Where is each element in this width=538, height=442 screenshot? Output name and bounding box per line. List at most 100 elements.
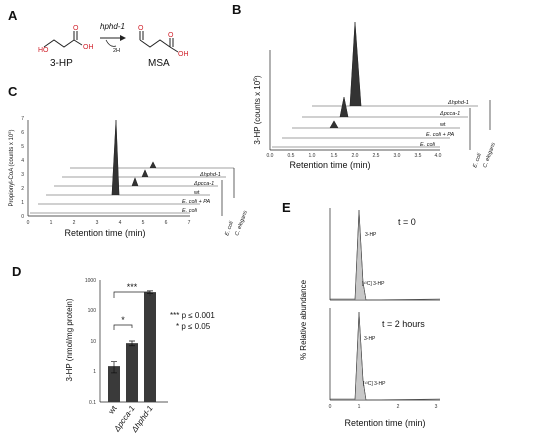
d-sig-2: * <box>121 315 125 325</box>
panel-d-label: D <box>12 264 21 279</box>
panel-c-label: C <box>8 84 18 99</box>
error-bar-1 <box>129 340 135 347</box>
svg-text:OH: OH <box>178 51 189 58</box>
svg-text:O: O <box>73 25 79 32</box>
svg-text:E. coli + PA: E. coli + PA <box>182 199 211 205</box>
c-trace-labels: Δhphd-1 Δpcca-1 wt E. coli + PA E. coli <box>182 172 221 214</box>
svg-text:2: 2 <box>73 220 76 226</box>
e-time-1: t = 0 <box>398 217 416 227</box>
molecule-3hp <box>43 31 83 48</box>
substrate-label: 3-HP <box>50 58 73 69</box>
category-label-0: wt <box>106 403 119 416</box>
svg-text:E. coli: E. coli <box>420 142 436 148</box>
svg-text:6: 6 <box>165 220 168 226</box>
d-legend-2: * p ≤ 0.05 <box>176 322 211 331</box>
d-significance <box>113 291 151 330</box>
d-legend-1: *** p ≤ 0.001 <box>170 311 215 320</box>
svg-text:1000: 1000 <box>85 278 96 284</box>
svg-text:Δpcca-1: Δpcca-1 <box>439 111 460 117</box>
c-xlabel: Retention time (min) <box>64 228 145 238</box>
d-sig-1: *** <box>127 282 138 292</box>
svg-text:1.5: 1.5 <box>331 153 338 159</box>
svg-text:3.5: 3.5 <box>415 153 422 159</box>
svg-text:5: 5 <box>142 220 145 226</box>
svg-text:wt: wt <box>193 190 200 196</box>
error-bar-0 <box>111 361 117 374</box>
svg-text:0.0: 0.0 <box>267 153 274 159</box>
product-label: MSA <box>148 58 170 69</box>
svg-text:1: 1 <box>93 369 96 375</box>
svg-text:3: 3 <box>21 172 24 178</box>
e-iso-label-2: [¹³C] 3-HP <box>363 381 386 387</box>
svg-text:0.1: 0.1 <box>89 400 96 406</box>
panel-b: B 3-HP (counts x 105) 0.0 0.5 1.0 1.5 2.… <box>232 2 497 170</box>
svg-text:1: 1 <box>21 200 24 206</box>
panel-d: D 3-HP (nmol/mg protein) 0.1 1 10 100 10… <box>12 264 215 435</box>
panel-a: A HO O OH 3-HP hphd-1 2H O O OH MSA <box>8 8 189 69</box>
c-ylabel: Propionyl-CoA (counts x 10 <box>9 133 15 206</box>
b-trace-labels: Δhphd-1 Δpcca-1 wt E. coli + PA E. coli <box>420 100 469 148</box>
panel-e: E % Relative abundance 3-HP [¹³C] 3-HP t… <box>282 200 441 428</box>
bar-0 <box>108 366 120 402</box>
e-xlabel: Retention time (min) <box>344 418 425 428</box>
svg-text:O: O <box>138 25 144 32</box>
b-traces <box>272 21 478 148</box>
b-ylabel: 3-HP (counts x 10 <box>253 80 262 144</box>
svg-text:1: 1 <box>50 220 53 226</box>
panel-a-label: A <box>8 8 18 23</box>
e-x-ticks: 0 1 2 3 <box>329 404 438 410</box>
d-ylabel: 3-HP (nmol/mg protein) <box>65 298 74 381</box>
svg-text:O: O <box>168 32 174 39</box>
bar-2 <box>144 292 156 402</box>
svg-text:100: 100 <box>88 308 97 314</box>
svg-text:Δpcca-1: Δpcca-1 <box>193 181 214 187</box>
bar-1 <box>126 343 138 402</box>
svg-text:6: 6 <box>21 130 24 136</box>
svg-text:Propionyl-CoA (counts x 105): Propionyl-CoA (counts x 105) <box>7 130 15 207</box>
svg-text:HO: HO <box>38 47 49 54</box>
d-y-ticks: 0.1 1 10 100 1000 <box>85 278 96 406</box>
svg-text:7: 7 <box>21 116 24 122</box>
c-y-ticks: 0 1 2 3 4 5 6 7 <box>21 116 24 220</box>
panel-c: C Propionyl-CoA (counts x 105) 0 1 2 3 4… <box>7 84 249 238</box>
svg-text:0: 0 <box>21 214 24 220</box>
panel-e-label: E <box>282 200 291 215</box>
e-ylabel: % Relative abundance <box>299 279 308 360</box>
svg-text:3: 3 <box>96 220 99 226</box>
panel-b-label: B <box>232 2 241 17</box>
svg-text:OH: OH <box>83 44 94 51</box>
b-x-ticks: 0.0 0.5 1.0 1.5 2.0 2.5 3.0 3.5 4.0 <box>267 153 442 159</box>
svg-text:4.0: 4.0 <box>435 153 442 159</box>
svg-text:2: 2 <box>397 404 400 410</box>
svg-text:E. coli: E. coli <box>182 208 198 214</box>
svg-text:3.0: 3.0 <box>394 153 401 159</box>
b-group-celegans: C. elegans <box>482 142 497 169</box>
svg-text:3: 3 <box>435 404 438 410</box>
svg-text:0: 0 <box>27 220 30 226</box>
svg-text:10: 10 <box>90 339 96 345</box>
c-traces <box>30 119 234 214</box>
b-xlabel: Retention time (min) <box>289 160 370 170</box>
c-group-celegans: C. elegans <box>234 210 249 237</box>
svg-text:2.5: 2.5 <box>373 153 380 159</box>
b-group-ecoli: E. coli <box>472 152 483 169</box>
svg-text:Δhphd-1: Δhphd-1 <box>199 172 221 178</box>
e-time-2: t = 2 hours <box>382 319 425 329</box>
svg-text:0: 0 <box>329 404 332 410</box>
svg-text:4: 4 <box>119 220 122 226</box>
d-bars <box>108 290 156 402</box>
svg-text:1: 1 <box>358 404 361 410</box>
svg-text:2: 2 <box>21 186 24 192</box>
molecule-msa <box>139 31 179 53</box>
c-x-ticks: 0 1 2 3 4 5 6 7 <box>27 220 191 226</box>
e-iso-label-1: [¹³C] 3-HP <box>362 281 385 287</box>
svg-text:7: 7 <box>188 220 191 226</box>
svg-text:4: 4 <box>21 158 24 164</box>
c-group-ecoli: E. coli <box>224 220 235 237</box>
enzyme-label: hphd-1 <box>100 22 125 31</box>
svg-text:E. coli + PA: E. coli + PA <box>426 132 455 138</box>
svg-text:0.5: 0.5 <box>288 153 295 159</box>
svg-text:1.0: 1.0 <box>309 153 316 159</box>
